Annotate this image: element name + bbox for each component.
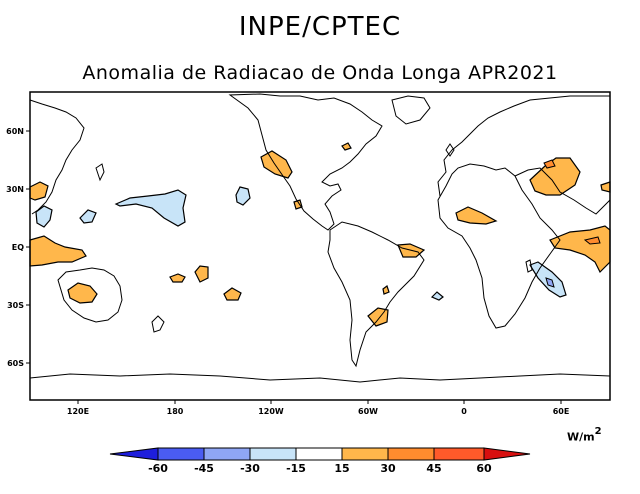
coastline-antarctica (29, 373, 611, 383)
anomaly-neg-south-china-sea (35, 205, 53, 228)
positive-anomaly-regions (29, 142, 611, 327)
colorbar-label: -30 (240, 462, 260, 475)
colorbar-label: -15 (286, 462, 306, 475)
colorbar-seg-5 (341, 447, 389, 461)
colorbar-seg-1 (157, 447, 205, 461)
anomaly-pos-maritime-continent (29, 235, 87, 267)
lon-label-0: 0 (461, 407, 467, 416)
anomaly-pos-australia-west (67, 282, 98, 304)
coastline-japan (95, 163, 105, 182)
coastline-eurasia (437, 95, 611, 215)
colorbar-seg-6 (387, 447, 435, 461)
lat-label-30n: 30N (6, 185, 24, 194)
coastlines (29, 93, 611, 383)
anomaly-neg-central-pacific (114, 189, 187, 227)
colorbar-units: W/m2 (567, 426, 602, 444)
lon-ticks (77, 400, 562, 404)
map-frame (29, 91, 611, 401)
anomaly-core-indian-ocean (583, 236, 601, 245)
anomaly-pos-south-pacific (223, 287, 242, 301)
units-exponent: 2 (594, 426, 602, 437)
anomaly-pos-pacific-small-2 (194, 265, 209, 283)
positive-anomaly-cores (543, 159, 601, 245)
anomaly-pos-east-asia-edge (600, 181, 611, 193)
lon-label-60e: 60E (553, 407, 570, 416)
lat-label-30s: 30S (7, 301, 24, 310)
institution-title: INPE/CPTEC (238, 12, 402, 42)
anomaly-neg-south-atlantic (430, 291, 444, 301)
colorbar (109, 447, 531, 461)
anomaly-pos-japan-region (29, 181, 49, 201)
lon-label-120w: 120W (258, 407, 284, 416)
anomaly-pos-western-north-america (260, 150, 293, 179)
lon-label-180: 180 (167, 407, 184, 416)
colorbar-seg-4 (295, 447, 343, 461)
coastline-africa-europe (437, 163, 561, 329)
coastline-new-zealand (151, 315, 165, 333)
anomaly-pos-north-atlantic-small (341, 142, 352, 151)
coastline-australia (57, 267, 123, 323)
anomaly-pos-sahel (455, 206, 498, 225)
anomaly-pos-middle-east (529, 157, 581, 196)
negative-anomaly-cores (545, 277, 555, 288)
coastline-north-america (228, 93, 383, 231)
colorbar-seg-0 (109, 447, 159, 461)
anomaly-pos-pacific-small-1 (169, 273, 186, 283)
colorbar-label: 15 (334, 462, 349, 475)
anomaly-neg-east-pacific (235, 186, 251, 206)
coastline-south-america (327, 221, 425, 368)
colorbar-label: 60 (476, 462, 492, 475)
lat-label-60s: 60S (7, 359, 24, 368)
anomaly-neg-philippines (79, 209, 97, 224)
lon-label-60w: 60W (358, 407, 378, 416)
colorbar-label: -45 (194, 462, 214, 475)
lat-label-60n: 60N (6, 127, 24, 136)
colorbar-seg-8 (483, 447, 531, 461)
anomaly-pos-mexico (293, 199, 303, 210)
colorbar-labels: -60 -45 -30 -15 15 30 45 60 (148, 462, 492, 475)
lat-label-eq: EQ (12, 243, 24, 252)
map-title: Anomalia de Radiacao de Onda Longa APR20… (82, 62, 558, 84)
coastline-madagascar (525, 259, 533, 273)
anomaly-core-mozambique (545, 277, 555, 288)
lat-ticks (26, 130, 30, 364)
anomaly-pos-south-brazil-small (382, 285, 390, 295)
colorbar-label: 30 (380, 462, 396, 475)
colorbar-seg-7 (433, 447, 485, 461)
colorbar-seg-2 (203, 447, 251, 461)
colorbar-seg-3 (249, 447, 297, 461)
colorbar-label: -60 (148, 462, 168, 475)
lon-label-120e: 120E (67, 407, 89, 416)
coastline-uk (445, 143, 455, 157)
colorbar-label: 45 (426, 462, 441, 475)
anomaly-core-middle-east (543, 159, 556, 169)
anomaly-pos-indian-ocean (549, 225, 611, 274)
units-base: W/m (567, 430, 595, 444)
coastline-asia-west (29, 99, 85, 215)
coastline-greenland (391, 95, 431, 125)
